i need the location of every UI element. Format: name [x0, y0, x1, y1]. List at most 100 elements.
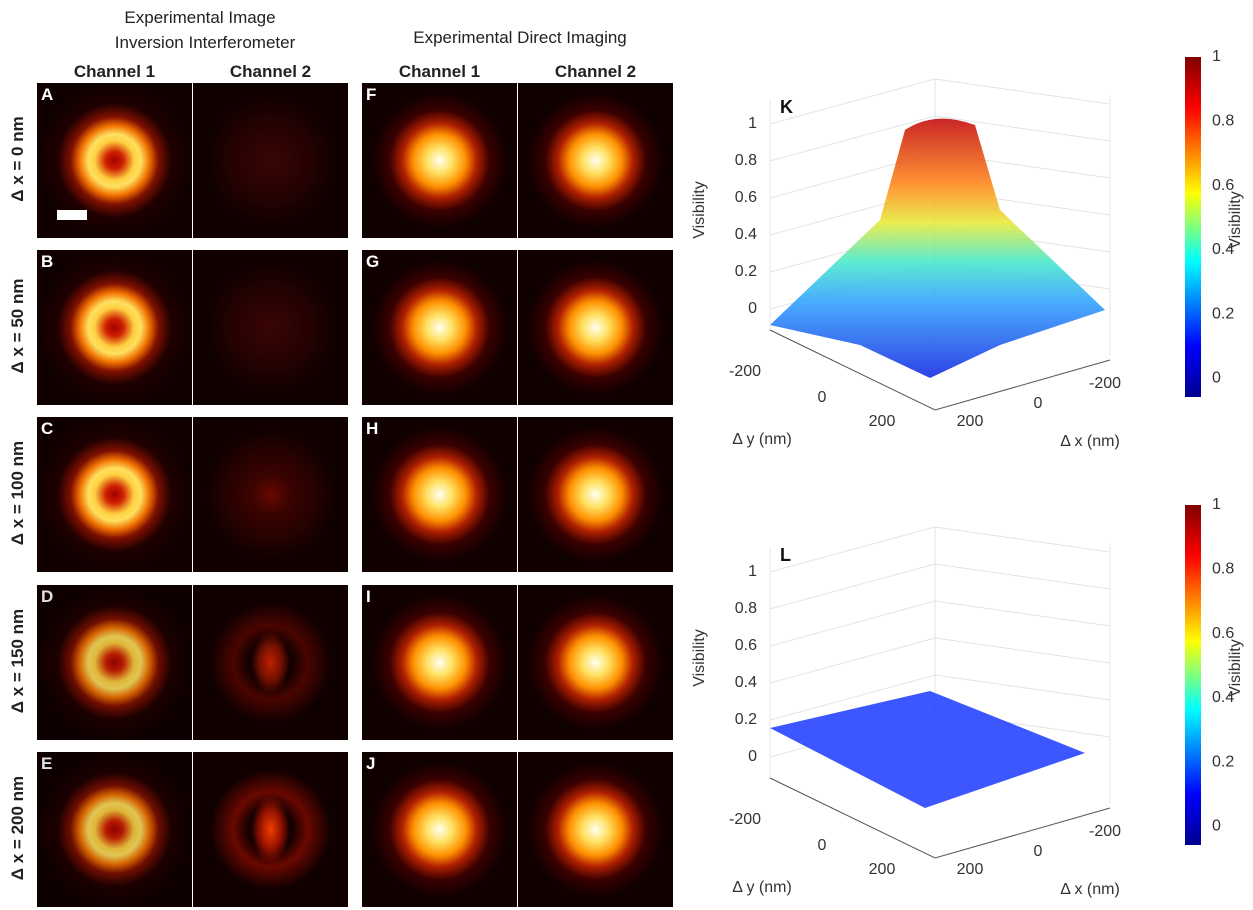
colorbar-tick-label: 0.4 — [1212, 689, 1234, 706]
x-tick-label: 0 — [1034, 395, 1043, 412]
image-panel — [518, 250, 673, 405]
axis — [769, 329, 1111, 411]
image-panel: J — [362, 752, 517, 907]
x-tick-label: 0 — [1034, 843, 1043, 860]
row-label: Δ x = 50 nm — [8, 278, 27, 374]
image-panel — [518, 417, 673, 572]
z-tick-label: 0.8 — [735, 600, 757, 617]
x-tick-label: -200 — [1089, 375, 1121, 392]
panel-label: G — [366, 252, 380, 271]
panel-label: H — [366, 419, 379, 438]
colorbar-tick-label: 0.6 — [1212, 177, 1234, 194]
colorbar-tick-label: 0.8 — [1212, 113, 1234, 130]
grid-line — [934, 600, 1111, 627]
image-panel — [193, 83, 348, 238]
z-axis-label: Visibility — [691, 629, 708, 687]
row-label: Δ x = 200 nm — [8, 775, 27, 881]
colorbar-tick-label: 0.6 — [1212, 625, 1234, 642]
x-axis-label: Δ x (nm) — [1060, 433, 1120, 450]
image-panel — [518, 752, 673, 907]
image-panel: B — [37, 250, 192, 405]
panel-label: J — [366, 754, 376, 773]
colorbar-tick-label: 0.8 — [1212, 561, 1234, 578]
y-tick-label: -200 — [729, 363, 761, 380]
x-tick-label: 200 — [957, 413, 984, 430]
y-tick-label: 0 — [818, 837, 827, 854]
grid-line — [769, 78, 936, 125]
grid-line — [769, 526, 936, 573]
row-label: Δ x = 150 nm — [8, 608, 27, 714]
panel-label: C — [41, 419, 54, 438]
header: Experimental Image — [124, 8, 276, 27]
image-panel — [193, 752, 348, 907]
y-tick-label: 0 — [818, 389, 827, 406]
grid-line — [769, 600, 936, 647]
image-panel: G — [362, 250, 517, 405]
y-axis-label: Δ y (nm) — [732, 879, 792, 896]
z-tick-label: 1 — [748, 563, 757, 580]
panel-label: A — [41, 85, 54, 104]
x-tick-label: -200 — [1089, 823, 1121, 840]
colorbar-tick-label: 0 — [1212, 370, 1221, 387]
grid-line — [934, 563, 1111, 590]
image-panel — [193, 585, 348, 740]
y-axis-label: Δ y (nm) — [732, 431, 792, 448]
grid-line — [934, 637, 1111, 664]
header: Inversion Interferometer — [114, 33, 296, 52]
panel-label: I — [366, 587, 371, 606]
image-panel: I — [362, 585, 517, 740]
colorbar-tick-label: 0.2 — [1212, 753, 1234, 770]
y-tick-label: 200 — [869, 861, 896, 878]
grid-line — [769, 637, 936, 684]
z-tick-label: 0 — [748, 748, 757, 765]
row-label: Δ x = 100 nm — [8, 440, 27, 546]
panel-label: K — [780, 97, 793, 117]
image-panel: E — [37, 752, 192, 907]
colorbar-label: Visibility — [1227, 639, 1244, 697]
z-tick-label: 0.4 — [735, 674, 757, 691]
grid-line — [769, 115, 936, 162]
column-header: Channel 1 — [73, 62, 156, 81]
grid-line — [934, 674, 1111, 701]
colorbar — [1185, 505, 1201, 845]
x-tick-label: 200 — [957, 861, 984, 878]
colorbar-tick-label: 1 — [1212, 48, 1221, 65]
grid-line — [934, 115, 1111, 142]
z-tick-label: 0.2 — [735, 263, 757, 280]
header: Experimental Direct Imaging — [413, 28, 627, 47]
data-cloud — [770, 118, 1105, 379]
x-axis-label: Δ x (nm) — [1060, 881, 1120, 898]
colorbar-tick-label: 0.4 — [1212, 241, 1234, 258]
column-header: Channel 1 — [398, 62, 481, 81]
grid-line — [769, 563, 936, 610]
z-tick-label: 0.2 — [735, 711, 757, 728]
colorbar-tick-label: 0.2 — [1212, 305, 1234, 322]
scale-bar — [57, 210, 87, 220]
grid-line — [934, 78, 1111, 105]
image-panel — [518, 585, 673, 740]
colorbar-tick-label: 1 — [1212, 496, 1221, 513]
column-header: Channel 2 — [229, 62, 312, 81]
z-tick-label: 1 — [748, 115, 757, 132]
z-tick-label: 0.4 — [735, 226, 757, 243]
image-panel: D — [37, 585, 192, 740]
row-label: Δ x = 0 nm — [8, 116, 27, 202]
panel-label: E — [41, 754, 53, 773]
data-cloud — [770, 691, 1085, 808]
image-panel — [193, 250, 348, 405]
grid-line — [934, 526, 1111, 553]
panel-label: B — [41, 252, 54, 271]
grid-line — [769, 674, 936, 721]
z-axis-label: Visibility — [691, 181, 708, 239]
panel-label: L — [780, 545, 791, 565]
z-tick-label: 0 — [748, 300, 757, 317]
image-panel: F — [362, 83, 517, 238]
y-tick-label: -200 — [729, 811, 761, 828]
z-tick-label: 0.8 — [735, 152, 757, 169]
image-panel: C — [37, 417, 192, 572]
panel-label: D — [41, 587, 54, 606]
image-panel — [193, 417, 348, 572]
colorbar — [1185, 57, 1201, 397]
image-panel: H — [362, 417, 517, 572]
